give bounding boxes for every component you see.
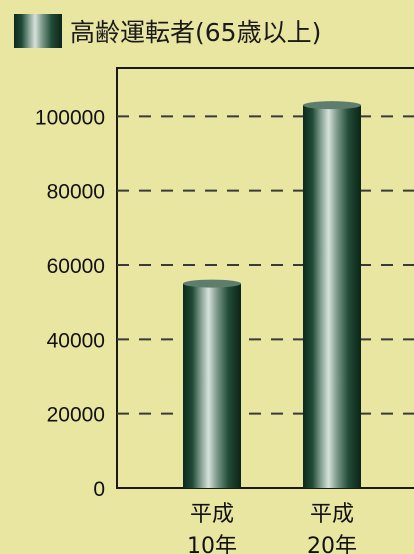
y-tick-label: 100000 <box>35 106 105 129</box>
bar <box>183 283 241 488</box>
x-tick-label: 平成 <box>310 502 354 527</box>
y-axis-ticks: 0 20000 40000 60000 80000 100000 <box>35 106 105 501</box>
legend-label: 高齢運転者(65歳以上) <box>70 18 321 47</box>
x-tick-label: 平成 <box>190 502 234 527</box>
y-tick-label: 0 <box>93 478 105 501</box>
x-axis-labels: 平成 10年 平成 20年 <box>187 502 357 554</box>
legend: 高齢運転者(65歳以上) <box>14 14 321 48</box>
x-tick-label: 10年 <box>187 534 237 554</box>
y-tick-label: 60000 <box>47 255 105 278</box>
y-tick-label: 20000 <box>47 404 105 427</box>
y-tick-label: 80000 <box>47 181 105 204</box>
legend-swatch <box>14 14 62 48</box>
bar <box>303 105 361 488</box>
grid <box>117 115 414 415</box>
plot-frame <box>116 67 414 489</box>
bar-top <box>303 101 361 110</box>
x-tick-label: 20年 <box>307 534 357 554</box>
bars <box>183 101 361 488</box>
bar-top <box>183 279 241 288</box>
y-tick-label: 40000 <box>47 329 105 352</box>
